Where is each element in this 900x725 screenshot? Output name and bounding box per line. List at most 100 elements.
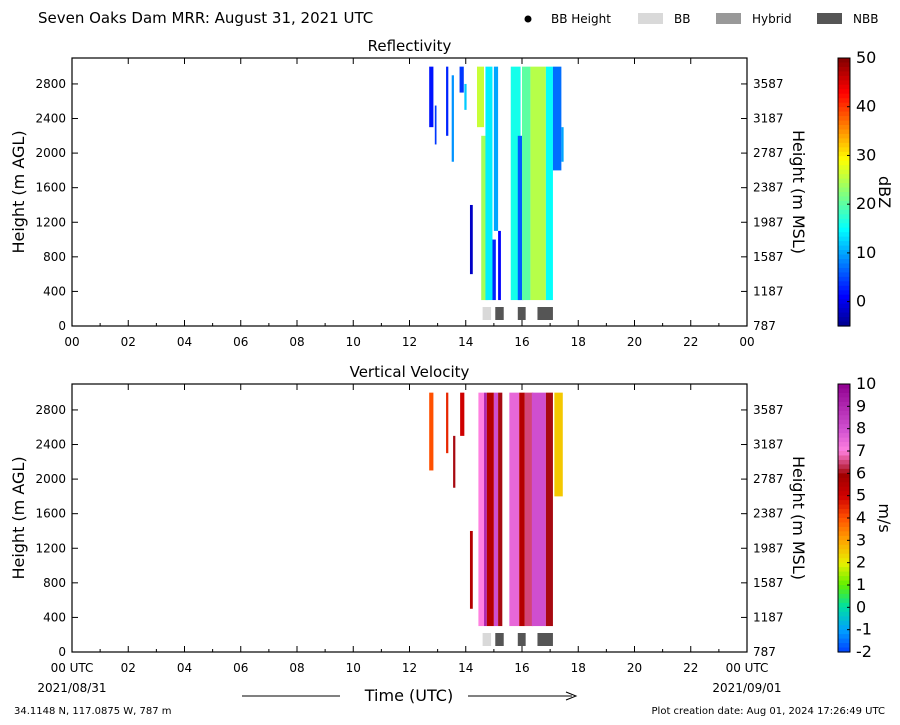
colorbar-segment bbox=[838, 526, 850, 532]
x-tick-label: 16 bbox=[514, 661, 529, 675]
colorbar-segment bbox=[838, 308, 850, 314]
colorbar-tick-label: 10 bbox=[856, 374, 876, 393]
colorbar-segment bbox=[838, 518, 850, 524]
y-tick-label: 0 bbox=[58, 319, 66, 333]
data-band bbox=[446, 392, 449, 454]
y-tick-label: 2400 bbox=[35, 112, 66, 126]
footer-creation-date: Plot creation date: Aug 01, 2024 17:26:4… bbox=[652, 706, 885, 717]
colorbar-segment bbox=[838, 486, 850, 492]
colorbar-segment bbox=[838, 638, 850, 644]
colorbar-segment bbox=[838, 558, 850, 564]
bb-marker bbox=[482, 633, 492, 646]
colorbar-segment bbox=[838, 133, 850, 139]
colorbar-tick-label: 5 bbox=[856, 486, 866, 505]
y-axis-label: Height (m AGL) bbox=[9, 456, 28, 579]
plot-frame bbox=[71, 57, 748, 327]
colorbar-segment bbox=[838, 111, 850, 117]
data-band bbox=[545, 66, 553, 301]
colorbar-segment bbox=[838, 294, 850, 300]
colorbar-segment bbox=[838, 200, 850, 206]
data-band bbox=[493, 392, 499, 627]
colorbar-tick-label: 7 bbox=[856, 441, 866, 460]
data-band bbox=[464, 83, 467, 110]
colorbar-segment bbox=[838, 93, 850, 99]
colorbar-segment bbox=[838, 250, 850, 256]
colorbar-segment bbox=[838, 107, 850, 113]
legend-label: NBB bbox=[853, 12, 878, 26]
x-tick-label: 08 bbox=[289, 661, 304, 675]
colorbar-segment bbox=[838, 500, 850, 506]
y-tick-label: 2800 bbox=[35, 77, 66, 91]
data-band bbox=[552, 66, 562, 171]
colorbar-segment bbox=[838, 66, 850, 72]
y-tick-label-right: 2787 bbox=[753, 472, 784, 486]
colorbar-segment bbox=[838, 299, 850, 305]
data-band bbox=[451, 75, 454, 162]
x-axis-label: Time (UTC) bbox=[364, 686, 453, 705]
colorbar-segment bbox=[838, 598, 850, 604]
y-tick-label: 1200 bbox=[35, 541, 66, 555]
x-tick-label: 10 bbox=[346, 335, 361, 349]
colorbar-label: m/s bbox=[875, 503, 894, 532]
colorbar-segment bbox=[838, 102, 850, 108]
colorbar-segment bbox=[838, 205, 850, 211]
colorbar-segment bbox=[838, 522, 850, 528]
x-tick-label: 04 bbox=[177, 335, 192, 349]
colorbar-segment bbox=[838, 241, 850, 247]
data-band bbox=[453, 435, 456, 488]
data-band bbox=[477, 66, 485, 128]
x-tick-label: 06 bbox=[233, 335, 248, 349]
data-band bbox=[517, 135, 524, 301]
legend-swatch bbox=[817, 13, 842, 24]
data-band bbox=[459, 66, 464, 93]
data-band bbox=[524, 392, 534, 627]
colorbar-segment bbox=[838, 437, 850, 443]
y-axis-label-right: Height (m MSL) bbox=[789, 456, 808, 580]
date-start: 2021/08/31 bbox=[37, 681, 106, 695]
colorbar-tick-label: 6 bbox=[856, 463, 866, 482]
colorbar-segment bbox=[838, 84, 850, 90]
bb-marker bbox=[517, 633, 526, 646]
panel-title: Reflectivity bbox=[368, 37, 452, 55]
colorbar-segment bbox=[838, 89, 850, 95]
colorbar-segment bbox=[838, 419, 850, 425]
colorbar-segment bbox=[838, 571, 850, 577]
colorbar-segment bbox=[838, 415, 850, 421]
colorbar-segment bbox=[838, 509, 850, 515]
data-band bbox=[446, 66, 449, 136]
colorbar-segment bbox=[838, 433, 850, 439]
x-tick-label: 08 bbox=[289, 335, 304, 349]
y-tick-label: 2000 bbox=[35, 472, 66, 486]
data-band bbox=[554, 392, 563, 497]
data-band bbox=[434, 105, 437, 145]
colorbar-tick-label: 0 bbox=[856, 597, 866, 616]
colorbar-tick-label: -2 bbox=[856, 642, 872, 661]
plot-frame bbox=[71, 383, 748, 653]
colorbar-segment bbox=[838, 567, 850, 573]
data-band bbox=[486, 392, 494, 627]
colorbar-segment bbox=[838, 196, 850, 202]
y-tick-label: 1200 bbox=[35, 215, 66, 229]
colorbar-tick-label: 2 bbox=[856, 553, 866, 572]
colorbar-segment bbox=[838, 183, 850, 189]
x-tick-label: 00 bbox=[739, 335, 754, 349]
colorbar-segment bbox=[838, 151, 850, 157]
colorbar-segment bbox=[838, 616, 850, 622]
colorbar-segment bbox=[838, 174, 850, 180]
colorbar-segment bbox=[838, 129, 850, 135]
colorbar-segment bbox=[838, 214, 850, 220]
colorbar-segment bbox=[838, 312, 850, 318]
y-axis-label-right: Height (m MSL) bbox=[789, 130, 808, 254]
y-tick-label: 400 bbox=[43, 610, 66, 624]
colorbar-segment bbox=[838, 602, 850, 608]
colorbar-segment bbox=[838, 285, 850, 291]
footer-location: 34.1148 N, 117.0875 W, 787 m bbox=[14, 706, 172, 717]
x-tick-label: 22 bbox=[683, 335, 698, 349]
colorbar-segment bbox=[838, 629, 850, 635]
data-band bbox=[519, 392, 525, 627]
colorbar-segment bbox=[838, 178, 850, 184]
data-band bbox=[469, 530, 473, 609]
